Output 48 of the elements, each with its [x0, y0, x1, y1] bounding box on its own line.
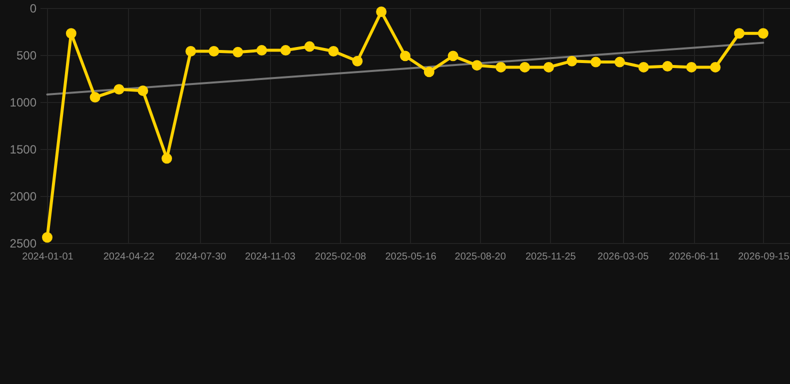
point: [686, 62, 697, 72]
point: [232, 46, 244, 58]
point: [520, 62, 530, 72]
point: [710, 62, 721, 72]
point: [138, 85, 148, 96]
point: [424, 66, 434, 78]
point: [304, 41, 315, 52]
point: [496, 62, 506, 72]
point: [42, 232, 52, 243]
point: [566, 56, 578, 66]
y-tick-label: 0: [30, 2, 37, 16]
point: [448, 50, 458, 62]
point: [590, 56, 602, 68]
x-tick-label: 2024-04-22: [103, 252, 155, 262]
point: [328, 46, 339, 56]
x-tick-label: 2024-01-01: [22, 252, 74, 262]
x-tick-label: 2024-11-03: [245, 252, 296, 262]
point: [758, 28, 768, 39]
x-tick-label: 2026-09-15: [738, 252, 790, 262]
point: [352, 56, 363, 66]
y-tick-label: 2000: [10, 190, 37, 204]
y-tick-label: 2500: [10, 236, 37, 250]
point: [662, 61, 673, 72]
point: [162, 153, 172, 164]
x-tick-label: 2026-03-05: [598, 252, 650, 262]
point: [734, 28, 745, 39]
point: [543, 62, 554, 72]
y-tick-label: 1500: [10, 142, 37, 156]
point: [90, 92, 100, 103]
point: [66, 28, 76, 39]
y-tick-label: 500: [16, 48, 37, 62]
point: [185, 46, 196, 56]
point: [280, 45, 291, 56]
x-tick-label: 2025-08-20: [454, 252, 506, 262]
point: [256, 45, 267, 56]
point: [208, 46, 220, 56]
point: [376, 6, 387, 17]
point: [638, 62, 649, 72]
point: [472, 60, 482, 71]
x-tick-label: 2025-02-08: [314, 252, 367, 262]
x-tick-label: 2024-07-30: [175, 252, 227, 262]
point: [114, 84, 124, 95]
point: [614, 56, 625, 68]
x-tick-label: 2025-05-16: [385, 252, 437, 262]
point: [400, 50, 410, 62]
x-tick-label: 2025-11-25: [525, 252, 576, 262]
x-tick-label: 2026-06-11: [668, 252, 720, 262]
y-tick-label: 1000: [10, 96, 37, 110]
